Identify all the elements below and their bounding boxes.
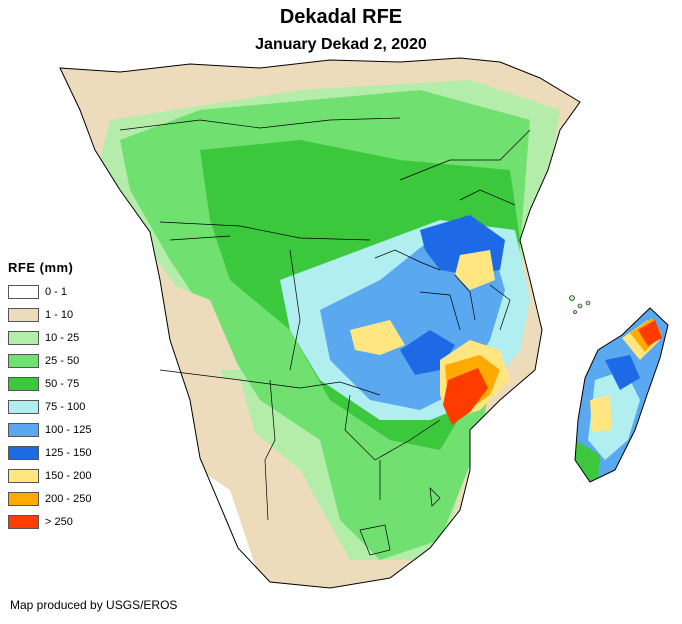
legend-item: 1 - 10 [8,303,91,326]
legend-swatch [8,399,39,414]
map-title: Dekadal RFE [279,6,403,28]
legend-item: 150 - 200 [8,464,91,487]
rain-zone-150-200-north [455,250,495,290]
legend-label: 125 - 150 [45,446,92,459]
legend-item: 100 - 125 [8,418,91,441]
legend-item: 10 - 25 [8,326,91,349]
legend-item: 50 - 75 [8,372,91,395]
mainland-coastline [59,57,581,589]
legend-item: 75 - 100 [8,395,91,418]
legend-label: 50 - 75 [45,377,80,390]
legend-swatch [8,491,39,506]
legend-item: 125 - 150 [8,441,91,464]
madagascar-zone-125-150 [605,355,640,390]
legend-swatch [8,422,39,437]
legend-label: > 250 [45,515,73,528]
legend-label: 150 - 200 [45,469,92,482]
madagascar-zone-over-250 [638,320,662,346]
madagascar-zone-75-100 [588,370,640,460]
credit-line: Map produced by USGS/EROS [10,598,178,612]
legend-label: 25 - 50 [45,354,80,367]
legend-items: 0 - 1 1 - 10 10 - 25 25 - 50 50 - 75 75 - 100… [8,280,91,533]
legend-item: 200 - 250 [8,487,91,510]
legend-label: 10 - 25 [45,331,80,344]
legend-swatch [8,330,39,345]
legend-item: 0 - 1 [8,280,91,303]
country-borders [119,117,531,556]
madagascar-rainfall [574,307,669,483]
legend: RFE (mm) 0 - 1 1 - 10 10 - 25 25 - 50 50 - 7… [8,260,91,533]
legend-item: > 250 [8,510,91,533]
legend-swatch [8,284,39,299]
legend-label: 0 - 1 [45,285,68,298]
legend-label: 1 - 10 [45,308,74,321]
legend-swatch [8,514,39,529]
legend-swatch [8,468,39,483]
madagascar-zone-150-200 [590,395,612,432]
legend-swatch [8,353,39,368]
legend-swatch [8,307,39,322]
rain-zone-150-200 [350,320,405,355]
map-subtitle: January Dekad 2, 2020 [255,36,427,53]
legend-title: RFE (mm) [8,260,74,275]
comoros-islands [569,295,591,314]
rain-zone-dry-kalahari [160,280,240,370]
legend-swatch [8,376,39,391]
legend-label: 100 - 125 [45,423,92,436]
mainland-rainfall [59,57,581,589]
madagascar-coastline [574,307,669,483]
legend-swatch [8,445,39,460]
rain-zone-over-250 [443,368,488,425]
legend-item: 25 - 50 [8,349,91,372]
legend-label: 200 - 250 [45,492,92,505]
legend-label: 75 - 100 [45,400,86,413]
